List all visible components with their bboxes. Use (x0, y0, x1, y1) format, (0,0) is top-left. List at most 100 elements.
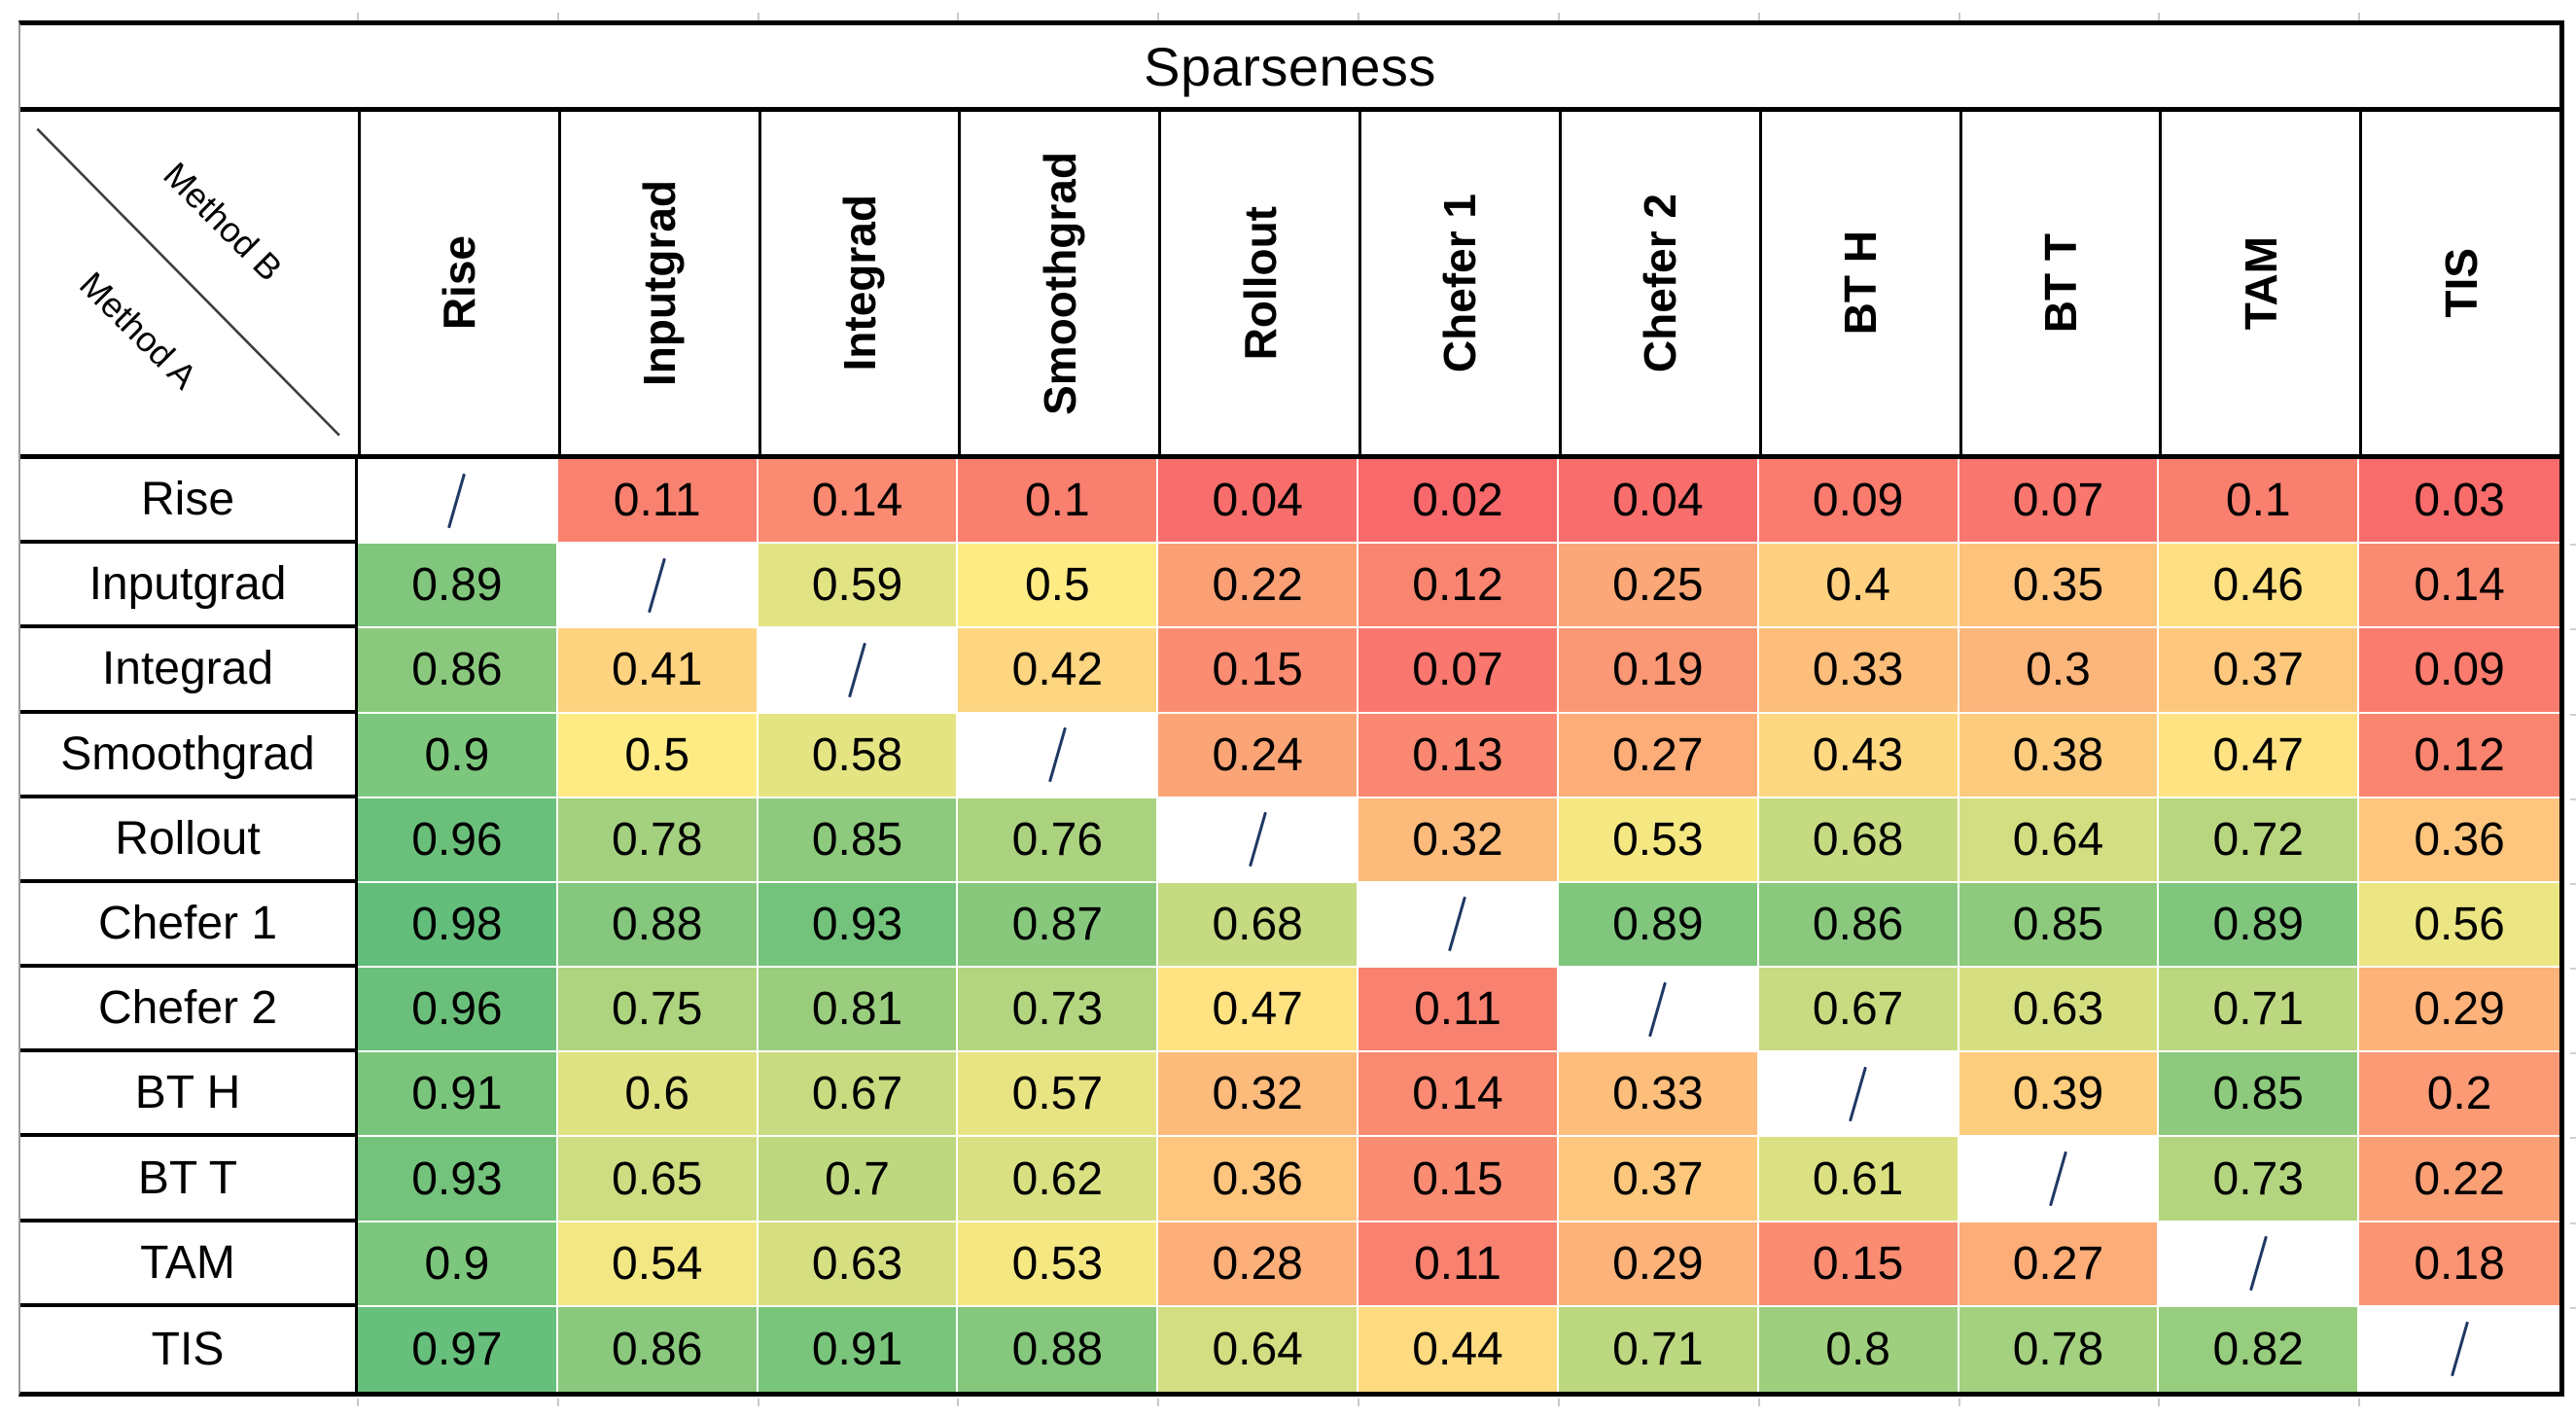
diagonal-slash-icon (1648, 981, 1668, 1037)
column-header-label: Inputgrad (634, 179, 686, 387)
row-header-chefer-2: Chefer 2 (20, 968, 358, 1053)
heatmap-cell-bt-t-bt-h: 0.61 (1758, 1137, 1959, 1222)
heatmap-grid: Method B Method A Rise Inputgrad Integrad S… (20, 112, 2559, 1392)
column-header-label: Rise (434, 235, 485, 331)
column-header-label: Chefer 1 (1434, 193, 1486, 373)
heatmap-cell-rise-chefer-2: 0.04 (1558, 459, 1759, 545)
gridline-tick-right (2570, 1137, 2576, 1139)
gridline-tick-bottom (1157, 1399, 1159, 1406)
row-header-tis: TIS (20, 1306, 358, 1392)
heatmap-cell-tam-bt-h: 0.15 (1758, 1222, 1959, 1307)
corner-diagonal-line (20, 112, 358, 454)
gridline-tick-top (1157, 13, 1159, 20)
row-header-bt-t: BT T (20, 1137, 358, 1222)
gridline-tick-bottom (758, 1399, 759, 1406)
heatmap-cell-rollout-chefer-1: 0.32 (1359, 797, 1559, 883)
heatmap-cell-tam-tis: 0.18 (2359, 1222, 2559, 1307)
gridline-tick-top (957, 13, 959, 20)
gridline-tick-right (2570, 1222, 2576, 1224)
heatmap-cell-rise-rollout: 0.04 (1158, 459, 1359, 545)
heatmap-cell-tam-rise: 0.9 (358, 1222, 558, 1307)
heatmap-cell-integrad-chefer-2: 0.19 (1558, 628, 1759, 714)
heatmap-cell-chefer-2-bt-t: 0.63 (1958, 968, 2160, 1053)
heatmap-cell-chefer-2-rise: 0.96 (358, 968, 558, 1053)
heatmap-cell-rollout-inputgrad: 0.78 (557, 797, 759, 883)
column-header-smoothgrad: Smoothgrad (958, 112, 1159, 459)
column-header-label: Smoothgrad (1034, 151, 1085, 415)
heatmap-cell-tam-chefer-2: 0.29 (1558, 1222, 1759, 1307)
heatmap-cell-tis-chefer-1: 0.44 (1359, 1306, 1559, 1392)
heatmap-cell-inputgrad-integrad: 0.59 (758, 544, 959, 629)
heatmap-cell-tis-tam: 0.82 (2159, 1306, 2360, 1392)
heatmap-cell-chefer-2-tis: 0.29 (2359, 968, 2559, 1053)
row-header-chefer-1: Chefer 1 (20, 882, 358, 969)
gridline-tick-right (2570, 714, 2576, 716)
diagonal-slash-icon (447, 473, 467, 528)
heatmap-cell-tis-inputgrad: 0.86 (557, 1306, 759, 1392)
row-header-tam: TAM (20, 1222, 358, 1307)
heatmap-cell-integrad-integrad (758, 628, 959, 714)
heatmap-cell-tis-rise: 0.97 (358, 1306, 558, 1392)
heatmap-cell-bt-t-tam: 0.73 (2159, 1137, 2360, 1222)
gridline-tick-bottom (1358, 1399, 1359, 1406)
diagonal-slash-icon (1448, 897, 1467, 952)
heatmap-cell-inputgrad-bt-h: 0.4 (1758, 544, 1959, 629)
column-header-integrad: Integrad (758, 112, 959, 459)
heatmap-cell-chefer-1-inputgrad: 0.88 (557, 882, 759, 969)
heatmap-cell-smoothgrad-chefer-1: 0.13 (1359, 713, 1559, 798)
heatmap-cell-chefer-1-bt-h: 0.86 (1758, 882, 1959, 969)
diagonal-slash-icon (1047, 726, 1067, 783)
heatmap-cell-smoothgrad-rollout: 0.24 (1158, 713, 1359, 798)
heatmap-cell-integrad-tam: 0.37 (2159, 628, 2360, 714)
gridline-tick-bottom (957, 1399, 959, 1406)
column-header-label: BT H (1835, 230, 1887, 336)
heatmap-cell-smoothgrad-bt-h: 0.43 (1758, 713, 1959, 798)
heatmap-cell-tis-integrad: 0.91 (758, 1306, 959, 1392)
heatmap-cell-smoothgrad-chefer-2: 0.27 (1558, 713, 1759, 798)
gridline-tick-bottom (2358, 1399, 2360, 1406)
diagonal-slash-icon (1248, 812, 1267, 868)
heatmap-cell-smoothgrad-integrad: 0.58 (758, 713, 959, 798)
column-header-bt-h: BT H (1758, 112, 1959, 459)
column-header-chefer-1: Chefer 1 (1359, 112, 1559, 459)
heatmap-cell-chefer-1-chefer-1 (1359, 882, 1559, 969)
heatmap-cell-smoothgrad-bt-t: 0.38 (1958, 713, 2160, 798)
heatmap-cell-integrad-tis: 0.09 (2359, 628, 2559, 714)
heatmap-cell-rollout-smoothgrad: 0.76 (958, 797, 1159, 883)
heatmap-cell-tis-chefer-2: 0.71 (1558, 1306, 1759, 1392)
gridline-tick-top (1558, 13, 1560, 20)
heatmap-cell-integrad-bt-h: 0.33 (1758, 628, 1959, 714)
heatmap-cell-smoothgrad-rise: 0.9 (358, 713, 558, 798)
heatmap-cell-tis-bt-h: 0.8 (1758, 1306, 1959, 1392)
gridline-tick-top (1758, 13, 1760, 20)
heatmap-cell-rollout-bt-h: 0.68 (1758, 797, 1959, 883)
column-header-bt-t: BT T (1958, 112, 2160, 459)
heatmap-cell-inputgrad-rollout: 0.22 (1158, 544, 1359, 629)
column-header-chefer-2: Chefer 2 (1558, 112, 1759, 459)
heatmap-cell-chefer-1-rollout: 0.68 (1158, 882, 1359, 969)
heatmap-cell-bt-h-tis: 0.2 (2359, 1052, 2559, 1138)
corner-cell: Method B Method A (20, 112, 358, 459)
gridline-tick-bottom (2158, 1399, 2160, 1406)
diagonal-slash-icon (1849, 1066, 1868, 1122)
heatmap-cell-bt-h-inputgrad: 0.6 (557, 1052, 759, 1138)
gridline-tick-bottom (557, 1399, 559, 1406)
heatmap-cell-bt-t-tis: 0.22 (2359, 1137, 2559, 1222)
row-header-rise: Rise (20, 459, 358, 545)
heatmap-cell-bt-t-chefer-1: 0.15 (1359, 1137, 1559, 1222)
heatmap-cell-inputgrad-smoothgrad: 0.5 (958, 544, 1159, 629)
heatmap-cell-tam-chefer-1: 0.11 (1359, 1222, 1559, 1307)
heatmap-cell-tam-smoothgrad: 0.53 (958, 1222, 1159, 1307)
column-header-tam: TAM (2159, 112, 2360, 459)
row-header-bt-h: BT H (20, 1052, 358, 1138)
heatmap-cell-rise-bt-t: 0.07 (1958, 459, 2160, 545)
heatmap-cell-tam-bt-t: 0.27 (1958, 1222, 2160, 1307)
heatmap-cell-chefer-1-tis: 0.56 (2359, 882, 2559, 969)
heatmap-cell-tam-inputgrad: 0.54 (557, 1222, 759, 1307)
heatmap-cell-bt-h-rise: 0.91 (358, 1052, 558, 1138)
gridline-tick-top (1358, 13, 1359, 20)
heatmap-cell-chefer-1-smoothgrad: 0.87 (958, 882, 1159, 969)
heatmap-cell-integrad-smoothgrad: 0.42 (958, 628, 1159, 714)
heatmap-cell-rise-integrad: 0.14 (758, 459, 959, 545)
